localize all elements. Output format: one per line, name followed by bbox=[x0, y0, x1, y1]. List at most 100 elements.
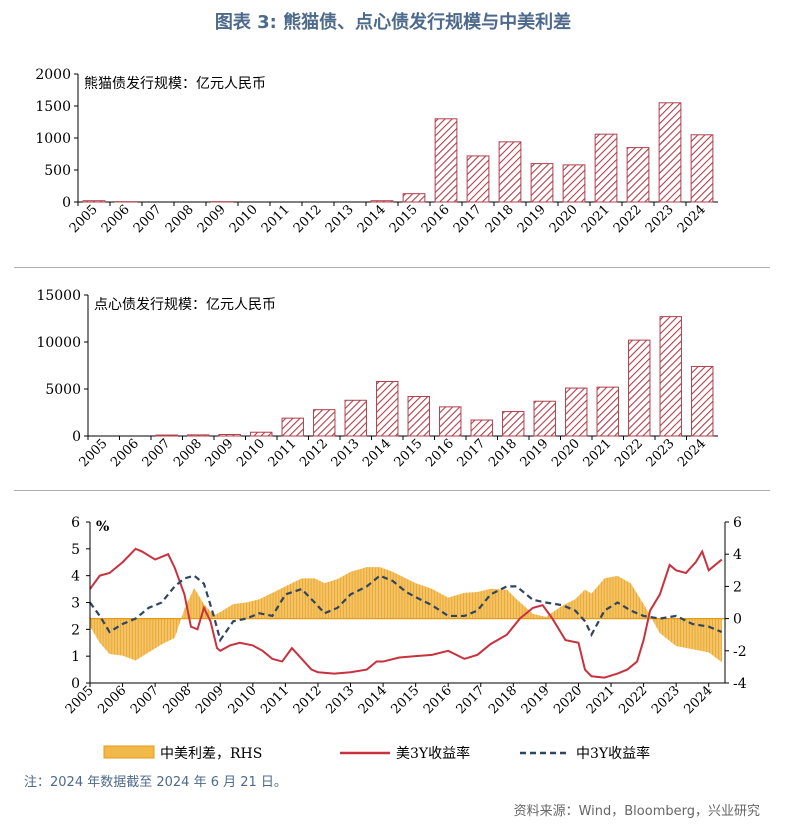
x-tick-label: 2017 bbox=[451, 202, 485, 236]
x-tick-label: 2017 bbox=[455, 436, 489, 470]
x-tick-label: 2008 bbox=[171, 436, 205, 470]
x-tick-label: 2006 bbox=[99, 202, 133, 236]
bar bbox=[659, 316, 682, 437]
bar bbox=[658, 102, 682, 203]
x-tick-label: 2018 bbox=[486, 436, 520, 470]
bar bbox=[155, 434, 178, 437]
x-tick-label: 2009 bbox=[203, 436, 237, 470]
series-cn-3y bbox=[89, 574, 723, 643]
x-tick-label: 2023 bbox=[643, 202, 677, 236]
bar bbox=[250, 431, 273, 437]
legend-label: 美3Y收益率 bbox=[396, 745, 470, 762]
bar bbox=[344, 399, 367, 437]
bar bbox=[376, 380, 399, 437]
bar bbox=[628, 339, 651, 437]
x-tick-label: 2021 bbox=[579, 202, 613, 236]
x-tick-label: 2020 bbox=[551, 683, 585, 717]
x-tick-label: 2023 bbox=[644, 436, 678, 470]
x-tick-label: 2024 bbox=[675, 436, 709, 470]
right-tick-label: 2 bbox=[733, 579, 742, 595]
bar bbox=[187, 434, 210, 437]
x-tick-label: 2016 bbox=[421, 683, 455, 717]
x-tick-label: 2015 bbox=[387, 202, 421, 236]
bar bbox=[470, 419, 493, 437]
footnote: 注：2024 年数据截至 2024 年 6 月 21 日。 bbox=[24, 775, 287, 790]
x-tick-label: 2013 bbox=[323, 683, 357, 717]
x-tick-label: 2022 bbox=[616, 683, 650, 717]
x-tick-label: 2006 bbox=[108, 436, 142, 470]
bar bbox=[82, 200, 106, 203]
left-tick-label: 6 bbox=[71, 515, 80, 531]
left-tick-label: 0 bbox=[71, 676, 80, 692]
legend-swatch-spread bbox=[103, 745, 155, 759]
figure-title: 图表 3: 熊猫债、点心债发行规模与中美利差 bbox=[214, 12, 572, 33]
x-tick-label: 2012 bbox=[297, 436, 331, 470]
bar bbox=[218, 433, 241, 437]
x-tick-label: 2018 bbox=[483, 202, 517, 236]
series-us-3y bbox=[89, 547, 723, 679]
series-spread-area bbox=[90, 567, 722, 663]
bar bbox=[498, 141, 522, 203]
x-tick-label: 2011 bbox=[258, 683, 292, 717]
chart-label: 点心债发行规模：亿元人民币 bbox=[94, 297, 276, 313]
dim-sum-bond-chart: 0500010000150002005200620072008200920102… bbox=[36, 288, 718, 470]
right-tick-label: 6 bbox=[733, 515, 742, 531]
x-tick-label: 2009 bbox=[193, 683, 227, 717]
right-tick-label: 0 bbox=[733, 612, 742, 628]
y-tick-label: 500 bbox=[44, 163, 71, 179]
y-tick-label: 0 bbox=[62, 195, 71, 211]
y-tick-label: 2000 bbox=[35, 67, 71, 83]
bar bbox=[439, 406, 462, 437]
chart-label: 熊猫债发行规模：亿元人民币 bbox=[84, 76, 266, 92]
bar bbox=[407, 396, 430, 437]
x-tick-label: 2009 bbox=[195, 202, 229, 236]
right-tick-label: -4 bbox=[733, 676, 747, 692]
divider-top bbox=[14, 267, 770, 268]
x-tick-label: 2019 bbox=[518, 436, 552, 470]
left-tick-label: 1 bbox=[71, 649, 80, 665]
x-tick-label: 2007 bbox=[128, 683, 162, 717]
x-tick-label: 2014 bbox=[356, 683, 390, 717]
x-tick-label: 2005 bbox=[63, 683, 97, 717]
right-tick-label: -2 bbox=[733, 644, 747, 660]
bar bbox=[370, 200, 394, 203]
bar bbox=[562, 164, 586, 203]
x-tick-label: 2011 bbox=[266, 436, 300, 470]
x-tick-label: 2021 bbox=[581, 436, 615, 470]
y-tick-label: 5000 bbox=[45, 382, 81, 398]
x-tick-label: 2019 bbox=[519, 683, 553, 717]
x-tick-label: 2011 bbox=[259, 202, 293, 236]
x-tick-label: 2024 bbox=[675, 202, 709, 236]
bar bbox=[690, 134, 714, 203]
x-tick-label: 2015 bbox=[388, 683, 422, 717]
x-tick-label: 2022 bbox=[612, 436, 646, 470]
x-tick-label: 2020 bbox=[547, 202, 581, 236]
x-tick-label: 2012 bbox=[291, 202, 325, 236]
right-tick-label: 4 bbox=[733, 547, 742, 563]
x-tick-label: 2014 bbox=[355, 202, 389, 236]
unit-label: % bbox=[96, 519, 109, 535]
legend-label: 中美利差，RHS bbox=[160, 746, 262, 762]
left-tick-label: 5 bbox=[71, 542, 80, 558]
bar bbox=[691, 365, 714, 437]
legend-label: 中3Y收益率 bbox=[576, 745, 650, 762]
x-tick-label: 2021 bbox=[584, 683, 618, 717]
y-tick-label: 15000 bbox=[36, 288, 81, 304]
x-tick-label: 2010 bbox=[234, 436, 268, 470]
x-tick-label: 2007 bbox=[131, 202, 165, 236]
x-tick-label: 2005 bbox=[77, 436, 111, 470]
x-tick-label: 2017 bbox=[454, 683, 488, 717]
panda-bond-chart: 0 500 1000 1500 2000 200520062007200820092010… bbox=[35, 67, 718, 236]
bar bbox=[596, 386, 619, 437]
divider-middle bbox=[14, 490, 770, 491]
left-tick-label: 2 bbox=[71, 622, 80, 638]
bar bbox=[434, 118, 458, 203]
bar bbox=[530, 163, 554, 203]
x-tick-label: 2024 bbox=[682, 683, 716, 717]
bar bbox=[281, 417, 304, 437]
bar bbox=[313, 409, 336, 437]
x-tick-label: 2013 bbox=[329, 436, 363, 470]
x-tick-label: 2013 bbox=[323, 202, 357, 236]
bar bbox=[565, 387, 588, 437]
y-tick-label: 0 bbox=[72, 429, 81, 445]
